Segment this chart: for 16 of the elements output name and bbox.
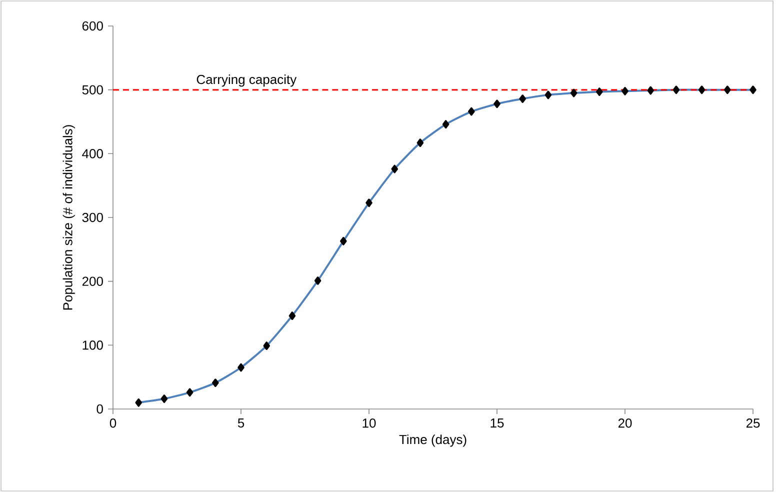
x-tick-label: 5 xyxy=(238,418,244,428)
y-tick-label: 400 xyxy=(82,149,103,158)
x-tick-label: 15 xyxy=(490,418,504,428)
x-tick-label: 20 xyxy=(618,418,632,428)
y-tick-label: 600 xyxy=(82,21,103,31)
x-axis-title: Time (days) xyxy=(399,434,466,447)
y-axis-title: Population size (# of individuals) xyxy=(62,125,75,310)
x-tick-label: 0 xyxy=(110,418,116,428)
y-tick-label: 500 xyxy=(82,85,103,94)
ref-line-label: Carrying capacity xyxy=(196,74,297,87)
y-tick-label: 200 xyxy=(82,276,103,286)
y-tick-label: 0 xyxy=(96,404,103,414)
x-tick-label: 10 xyxy=(362,418,376,428)
y-tick-label: 100 xyxy=(82,340,103,350)
y-tick-label: 300 xyxy=(82,212,103,222)
x-tick-label: 25 xyxy=(746,418,760,428)
